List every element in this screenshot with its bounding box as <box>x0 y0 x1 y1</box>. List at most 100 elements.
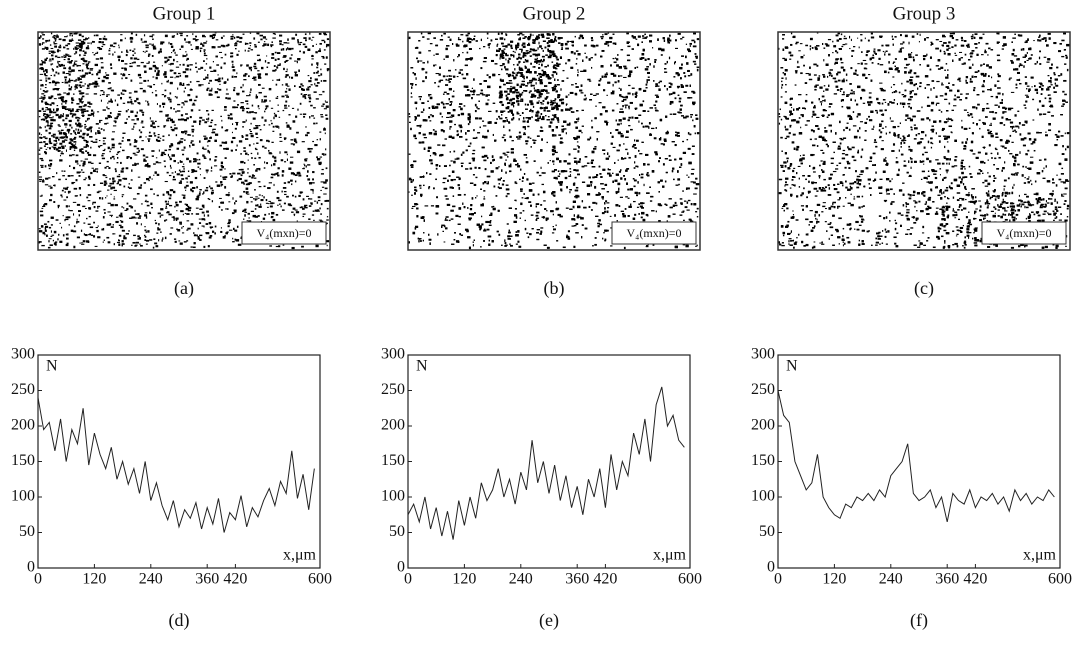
texture-dot <box>42 38 44 39</box>
texture-dot <box>129 183 130 185</box>
texture-dot <box>103 242 104 243</box>
texture-dot <box>124 122 127 124</box>
texture-dot <box>122 150 125 151</box>
texture-dot <box>137 152 140 153</box>
texture-dot <box>526 178 528 180</box>
texture-dot <box>137 59 139 60</box>
texture-dot <box>156 161 159 163</box>
texture-dot <box>45 109 46 110</box>
texture-dot <box>170 158 172 160</box>
texture-dot <box>45 130 47 132</box>
texture-dot <box>39 172 41 173</box>
texture-dot <box>214 232 216 234</box>
texture-dot <box>183 71 186 73</box>
texture-dot <box>109 183 112 185</box>
texture-dot <box>186 230 188 231</box>
texture-dot <box>309 116 310 118</box>
texture-dot <box>220 181 222 183</box>
texture-dot <box>206 211 209 213</box>
texture-dot <box>58 147 61 149</box>
texture-dot <box>80 109 83 111</box>
texture-dot <box>166 206 167 208</box>
texture-dot <box>285 107 287 108</box>
texture-dot <box>67 35 68 36</box>
texture-dot <box>76 117 79 118</box>
texture-dot <box>79 49 82 51</box>
texture-dot <box>64 57 66 58</box>
texture-dot <box>58 73 60 75</box>
texture-dot <box>186 158 189 160</box>
texture-dot <box>222 77 224 79</box>
texture-dot <box>296 211 299 213</box>
texture-dot <box>279 133 281 135</box>
texture-dot <box>235 200 237 202</box>
texture-dot <box>98 146 100 147</box>
texture-dot <box>151 178 152 179</box>
texture-dot <box>96 58 99 59</box>
texture-dot <box>146 244 148 245</box>
texture-dot <box>207 214 209 216</box>
texture-dot <box>44 95 46 96</box>
texture-dot <box>130 157 132 159</box>
texture-dot <box>170 63 171 65</box>
texture-dot <box>506 188 509 190</box>
texture-dot <box>50 236 52 237</box>
texture-dot <box>57 57 60 58</box>
texture-dot <box>162 139 164 140</box>
texture-dot <box>104 167 106 169</box>
texture-dot <box>58 46 61 48</box>
texture-dot <box>234 76 237 78</box>
texture-dot <box>61 151 62 153</box>
texture-dot <box>167 97 170 98</box>
texture-dot <box>88 154 91 156</box>
texture-dot <box>141 148 144 150</box>
texture-dot <box>219 52 222 53</box>
texture-dot <box>214 36 215 38</box>
texture-dot <box>199 120 201 122</box>
texture-dot <box>107 103 108 104</box>
texture-dot <box>212 231 214 233</box>
texture-dot <box>195 67 197 68</box>
texture-dot <box>149 135 152 137</box>
texture-dot <box>170 126 172 128</box>
texture-dot <box>103 109 106 110</box>
texture-dot <box>249 129 251 130</box>
texture-dot <box>121 78 122 80</box>
texture-dot <box>207 141 208 142</box>
texture-dot <box>324 63 326 64</box>
texture-dot <box>157 140 160 142</box>
texture-dot <box>261 67 263 69</box>
texture-dot <box>287 159 288 161</box>
texture-dot <box>170 189 173 191</box>
texture-dot <box>63 187 65 189</box>
texture-dot <box>53 134 56 136</box>
texture-dot <box>198 84 201 86</box>
texture-dot <box>61 227 62 229</box>
texture-dot <box>149 86 151 88</box>
texture-dot <box>187 220 190 221</box>
texture-dot <box>51 48 54 49</box>
texture-dot <box>243 79 246 80</box>
texture-dot <box>68 110 70 111</box>
texture-dot <box>165 208 167 209</box>
texture-dot <box>196 213 199 215</box>
texture-dot <box>181 106 182 108</box>
texture-dot <box>44 223 47 224</box>
texture-dot <box>114 243 115 245</box>
texture-dot <box>653 65 654 67</box>
texture-dot <box>71 99 74 101</box>
texture-dot <box>42 34 45 35</box>
texture-dot <box>288 203 291 205</box>
texture-dot <box>297 109 298 111</box>
texture-dot <box>89 103 92 105</box>
texture-dot <box>239 41 242 43</box>
texture-dot <box>208 118 209 120</box>
texture-dot <box>228 115 230 116</box>
texture-dot <box>141 223 142 225</box>
texture-dot <box>322 153 325 155</box>
texture-dot <box>47 147 48 148</box>
texture-dot <box>141 122 144 123</box>
texture-dot <box>158 162 161 163</box>
texture-dot <box>144 41 147 43</box>
texture-dot <box>190 81 192 83</box>
